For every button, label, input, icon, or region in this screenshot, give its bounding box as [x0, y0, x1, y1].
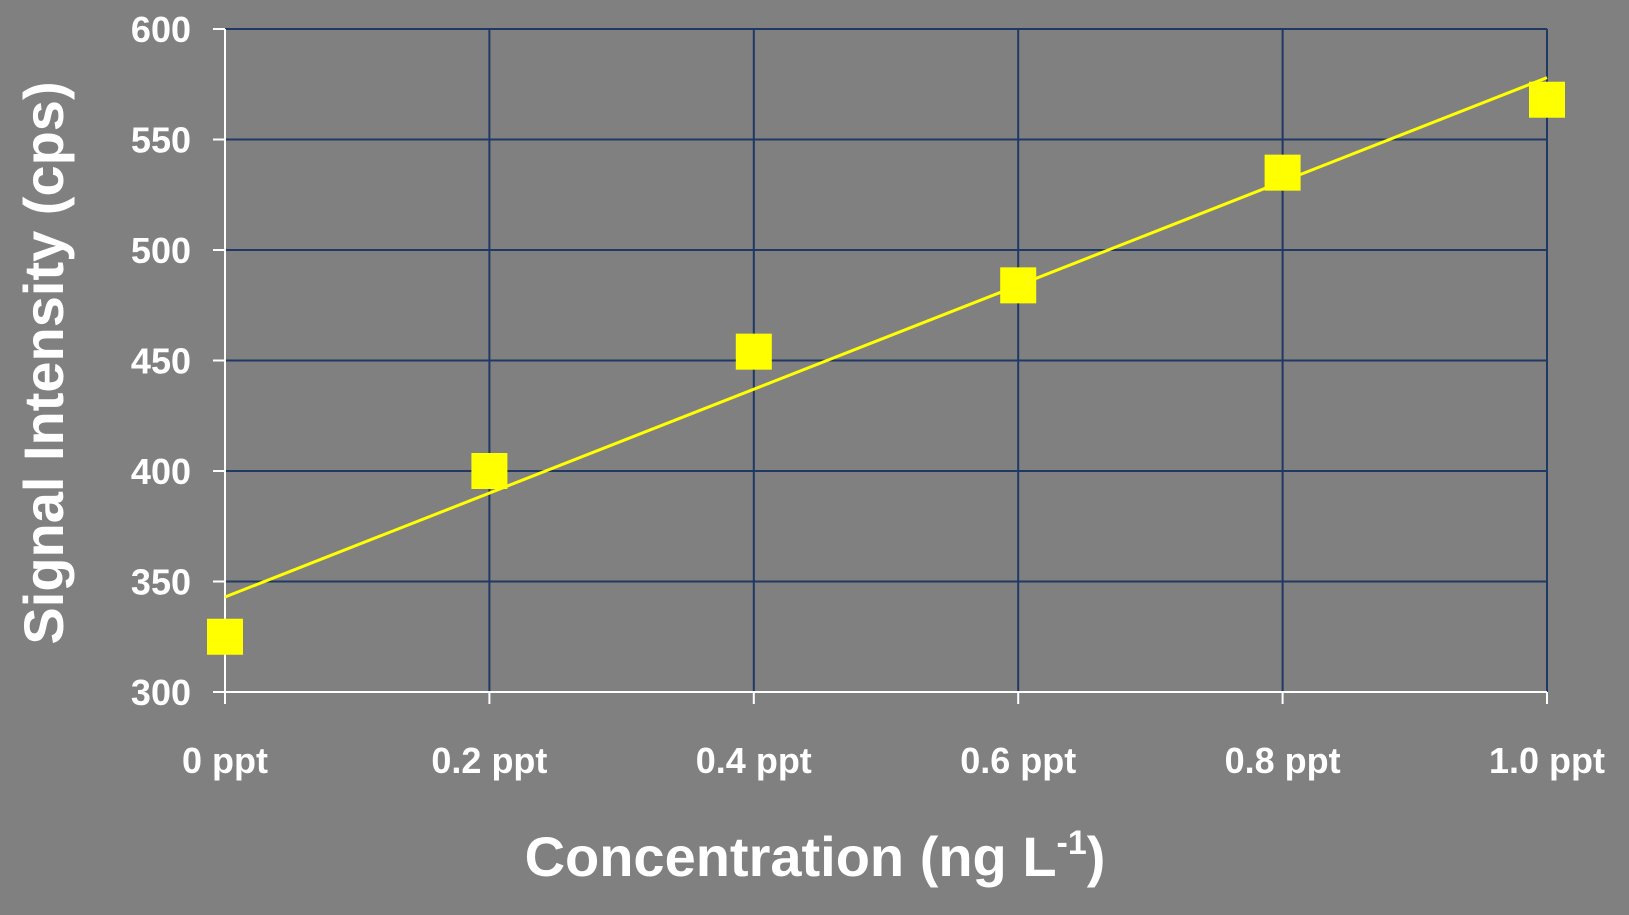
y-tick-label: 450 — [131, 341, 191, 382]
data-point — [207, 618, 243, 655]
data-point — [1000, 267, 1037, 304]
x-tick-label: 0.8 ppt — [1225, 740, 1341, 781]
y-tick-label: 600 — [131, 9, 191, 50]
data-point — [471, 453, 508, 489]
x-axis-title-text: Concentration (ng L — [525, 825, 1057, 888]
x-tick-label: 0 ppt — [182, 740, 268, 781]
x-axis-title-suffix: ) — [1087, 825, 1106, 888]
x-tick-label: 0.6 ppt — [960, 740, 1076, 781]
tick-labels: 300 350 400 450 500 550 600 0 ppt 0.2 ppt 0.4 ppt… — [131, 9, 1605, 781]
x-axis-title-superscript: -1 — [1057, 824, 1087, 862]
data-points — [207, 81, 1565, 655]
data-point — [1264, 154, 1301, 191]
grid-lines — [225, 28, 1548, 692]
y-tick-label: 400 — [131, 451, 191, 492]
x-tick-label: 0.2 ppt — [431, 740, 547, 781]
trendline-group — [224, 76, 1548, 599]
y-tick-label: 350 — [131, 562, 191, 603]
y-axis-title: Signal Intensity (cps) — [12, 81, 75, 644]
x-tick-label: 0.4 ppt — [696, 740, 812, 781]
y-tick-label: 550 — [131, 120, 191, 161]
y-tick-label: 300 — [131, 672, 191, 713]
y-axis-title-text: Signal Intensity (cps) — [12, 81, 75, 644]
trendline — [224, 76, 1548, 599]
data-point — [735, 333, 772, 370]
x-axis-title: Concentration (ng L-1) — [525, 824, 1106, 888]
data-point — [1529, 81, 1565, 118]
y-tick-label: 500 — [131, 230, 191, 271]
axes — [213, 28, 1548, 704]
x-tick-label: 1.0 ppt — [1489, 740, 1605, 781]
